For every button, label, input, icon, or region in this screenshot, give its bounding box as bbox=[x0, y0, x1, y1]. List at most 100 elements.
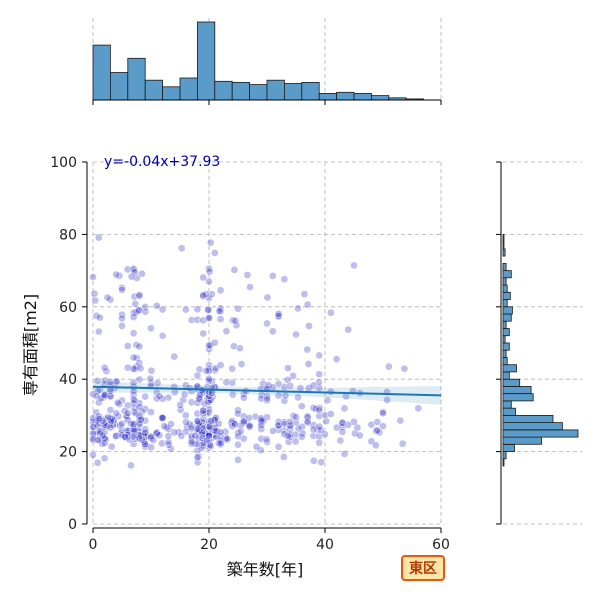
scatter-point bbox=[129, 313, 138, 321]
scatter-point bbox=[146, 374, 155, 383]
scatter-point bbox=[264, 381, 273, 390]
scatter-point bbox=[152, 301, 161, 310]
scatter-point bbox=[199, 316, 208, 325]
scatter-point bbox=[135, 420, 144, 428]
scatter-point bbox=[210, 249, 219, 257]
scatter-point bbox=[317, 458, 326, 467]
scatter-point bbox=[193, 417, 202, 425]
scatter-point bbox=[138, 269, 146, 278]
scatter-point bbox=[164, 438, 173, 446]
scatter-point bbox=[379, 409, 387, 418]
scatter-point bbox=[135, 291, 144, 299]
scatter-point bbox=[344, 420, 353, 429]
scatter-point bbox=[127, 461, 135, 470]
scatter-point bbox=[327, 308, 335, 317]
x-hist-bar bbox=[196, 21, 216, 101]
scatter-point bbox=[147, 408, 155, 416]
scatter-points bbox=[89, 233, 423, 470]
x-hist-bar bbox=[301, 82, 320, 101]
scatter-point bbox=[274, 426, 283, 434]
y-hist-bar bbox=[502, 371, 510, 380]
scatter-point bbox=[147, 432, 155, 441]
scatter-point bbox=[338, 419, 347, 427]
scatter-point bbox=[274, 312, 283, 320]
scatter-point bbox=[286, 381, 295, 390]
scatter-point bbox=[129, 329, 138, 338]
scatter-point bbox=[170, 428, 179, 437]
scatter-point bbox=[195, 394, 204, 403]
y-tick-label: 100 bbox=[50, 155, 77, 171]
x-hist-bar bbox=[231, 82, 250, 101]
scatter-point bbox=[245, 414, 254, 422]
scatter-point bbox=[303, 345, 312, 354]
scatter-point bbox=[234, 455, 242, 464]
scatter-point bbox=[300, 290, 309, 298]
scatter-point bbox=[167, 420, 175, 428]
scatter-point bbox=[137, 415, 145, 424]
y-hist-bar bbox=[502, 436, 542, 445]
scatter-point bbox=[205, 367, 213, 375]
y-hist-bar bbox=[502, 328, 510, 337]
scatter-point bbox=[333, 423, 341, 432]
scatter-point bbox=[205, 377, 213, 385]
scatter-point bbox=[196, 390, 204, 399]
scatter-point bbox=[326, 410, 335, 418]
scatter-point bbox=[89, 414, 97, 423]
scatter-point bbox=[112, 377, 121, 386]
scatter-point bbox=[199, 329, 208, 338]
scatter-point bbox=[129, 353, 138, 362]
scatter-point bbox=[107, 417, 115, 425]
scatter-point bbox=[338, 427, 347, 436]
scatter-point bbox=[177, 244, 186, 253]
scatter-point bbox=[136, 364, 145, 373]
scatter-point bbox=[158, 331, 167, 340]
y-hist-bar bbox=[502, 241, 505, 250]
scatter-point bbox=[298, 422, 306, 431]
scatter-point bbox=[98, 416, 107, 425]
scatter-point bbox=[118, 285, 126, 294]
scatter-point bbox=[263, 319, 271, 328]
scatter-point bbox=[94, 327, 103, 336]
y-hist-bar bbox=[502, 407, 516, 416]
y-hist-bar bbox=[502, 284, 508, 293]
y-hist-bar bbox=[502, 320, 507, 329]
scatter-point bbox=[229, 316, 237, 325]
scatter-point bbox=[135, 403, 144, 411]
scatter-point bbox=[121, 432, 129, 441]
scatter-point bbox=[100, 439, 109, 447]
scatter-point bbox=[89, 423, 97, 431]
x-hist-bar bbox=[370, 95, 390, 101]
scatter-point bbox=[106, 423, 115, 432]
scatter-point bbox=[187, 424, 196, 433]
scatter-point bbox=[118, 322, 126, 330]
scatter-point bbox=[355, 431, 364, 440]
scatter-point bbox=[297, 402, 306, 411]
scatter-point bbox=[205, 341, 213, 350]
scatter-point bbox=[130, 404, 139, 413]
scatter-point bbox=[286, 417, 295, 426]
scatter-point bbox=[263, 394, 271, 403]
scatter-point bbox=[231, 316, 240, 325]
x-hist-bar bbox=[283, 83, 303, 101]
scatter-point bbox=[112, 270, 121, 279]
scatter-point bbox=[263, 396, 271, 405]
scatter-point bbox=[107, 442, 116, 451]
scatter-point bbox=[89, 450, 97, 459]
y-hist-bar bbox=[502, 277, 507, 286]
y-tick-label: 0 bbox=[68, 517, 77, 533]
scatter-point bbox=[193, 399, 202, 407]
scatter-point bbox=[274, 421, 283, 430]
scatter-point bbox=[304, 360, 313, 368]
scatter-point bbox=[280, 275, 289, 284]
scatter-point bbox=[108, 414, 117, 423]
x-hist-bar bbox=[353, 93, 372, 101]
scatter-point bbox=[135, 412, 144, 420]
scatter-point bbox=[231, 420, 239, 429]
scatter-point bbox=[193, 440, 202, 448]
scatter-point bbox=[262, 435, 271, 444]
scatter-point bbox=[210, 427, 219, 435]
scatter-point bbox=[257, 394, 266, 403]
y-hist-bar bbox=[502, 393, 534, 402]
scatter-point bbox=[236, 427, 245, 436]
scatter-point bbox=[222, 436, 231, 444]
